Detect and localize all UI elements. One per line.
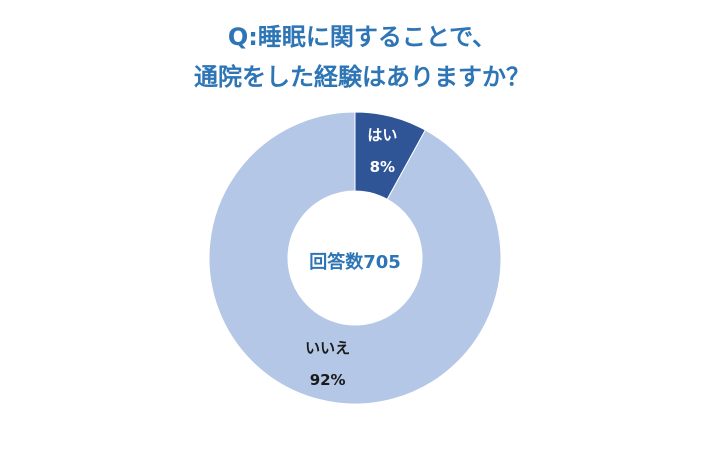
donut-slice xyxy=(208,111,502,405)
slice-label: いいえ xyxy=(305,339,350,357)
center-label: 回答数705 xyxy=(309,251,401,273)
value-label: 92% xyxy=(310,371,346,389)
value-label: 8% xyxy=(370,158,395,176)
chart-title: 通院をした経験はありますか？ xyxy=(194,63,530,91)
slice-label: はい xyxy=(367,126,397,144)
chart-title: Q:睡眠に関することで、 xyxy=(228,23,496,51)
